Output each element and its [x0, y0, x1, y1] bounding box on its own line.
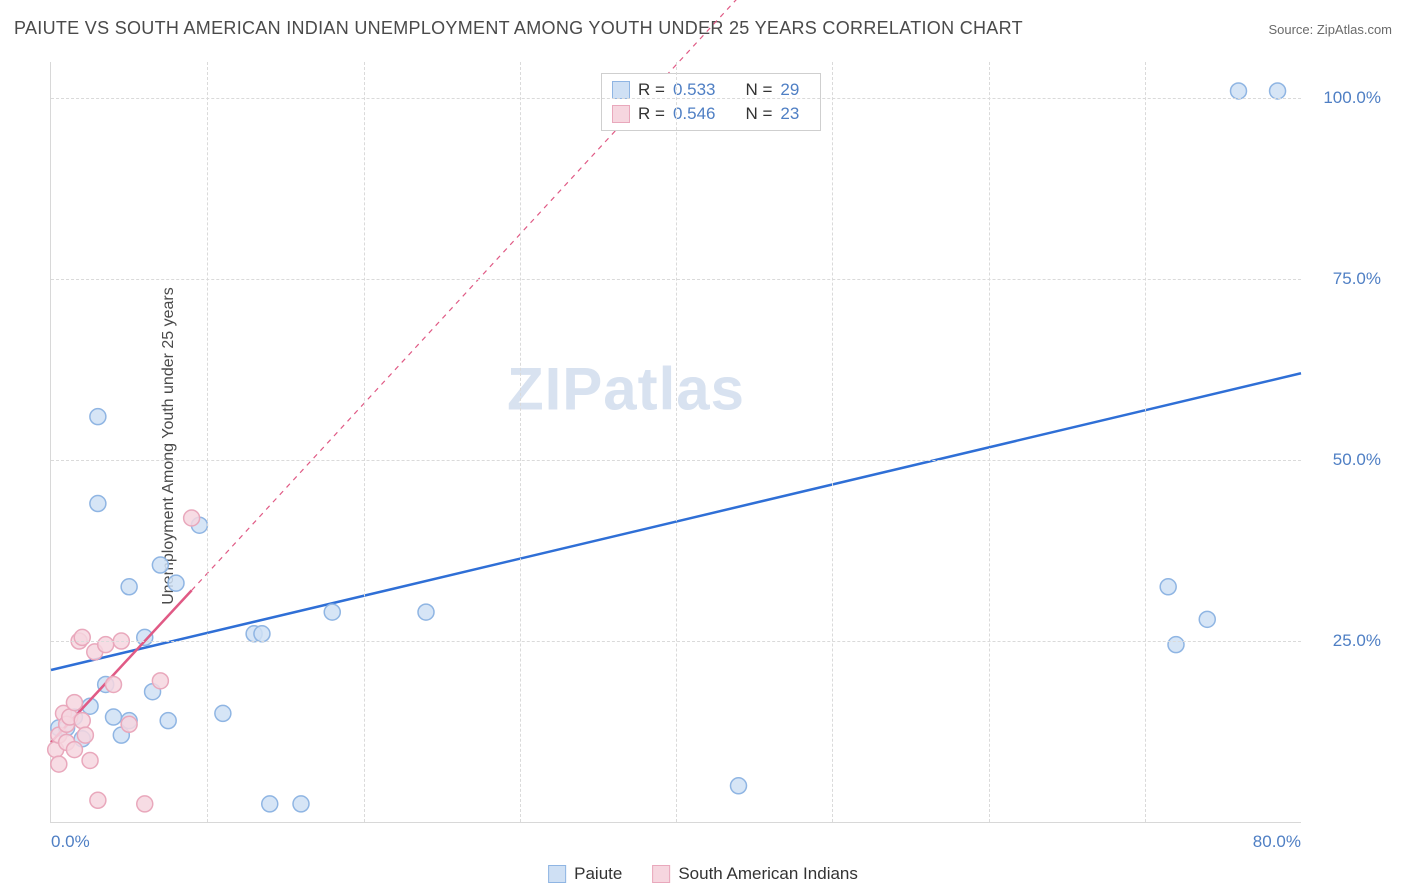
legend-stats-row: R = 0.546 N = 23 [612, 102, 810, 126]
scatter-point [160, 713, 176, 729]
chart-container: PAIUTE VS SOUTH AMERICAN INDIAN UNEMPLOY… [0, 0, 1406, 892]
scatter-point [66, 742, 82, 758]
legend-series-name: Paiute [574, 864, 622, 884]
scatter-point [51, 756, 67, 772]
legend-swatch [652, 865, 670, 883]
source-label: Source: ZipAtlas.com [1268, 22, 1392, 37]
gridline-v [207, 62, 208, 822]
gridline-v [832, 62, 833, 822]
y-tick-label: 25.0% [1309, 631, 1381, 651]
scatter-point [66, 695, 82, 711]
gridline-v [520, 62, 521, 822]
gridline-v [676, 62, 677, 822]
scatter-point [418, 604, 434, 620]
legend-series-name: South American Indians [678, 864, 858, 884]
legend-swatch [612, 81, 630, 99]
legend-stats: R = 0.533N = 29R = 0.546N = 23 [601, 73, 821, 131]
scatter-point [90, 496, 106, 512]
gridline-v [364, 62, 365, 822]
scatter-point [82, 752, 98, 768]
x-tick-label: 0.0% [51, 832, 90, 852]
legend-swatch [612, 105, 630, 123]
scatter-point [106, 676, 122, 692]
scatter-point [168, 575, 184, 591]
scatter-point [184, 510, 200, 526]
scatter-point [254, 626, 270, 642]
scatter-point [324, 604, 340, 620]
y-tick-label: 100.0% [1309, 88, 1381, 108]
scatter-point [1270, 83, 1286, 99]
scatter-point [137, 796, 153, 812]
scatter-point [74, 713, 90, 729]
scatter-point [1168, 637, 1184, 653]
scatter-point [98, 637, 114, 653]
scatter-point [215, 705, 231, 721]
scatter-point [121, 579, 137, 595]
y-tick-label: 75.0% [1309, 269, 1381, 289]
legend-bottom-item: South American Indians [652, 864, 858, 884]
scatter-point [262, 796, 278, 812]
scatter-point [77, 727, 93, 743]
chart-title: PAIUTE VS SOUTH AMERICAN INDIAN UNEMPLOY… [14, 18, 1023, 39]
plot-area: ZIPatlas R = 0.533N = 29R = 0.546N = 23 … [50, 62, 1301, 823]
y-tick-label: 50.0% [1309, 450, 1381, 470]
legend-n-label: N = [745, 102, 772, 126]
legend-n-value: 23 [780, 102, 799, 126]
scatter-point [152, 673, 168, 689]
scatter-point [74, 629, 90, 645]
legend-bottom-item: Paiute [548, 864, 622, 884]
legend-bottom: Paiute South American Indians [548, 864, 858, 884]
scatter-point [152, 557, 168, 573]
scatter-point [90, 409, 106, 425]
x-tick-label: 80.0% [1253, 832, 1301, 852]
scatter-point [121, 716, 137, 732]
scatter-point [731, 778, 747, 794]
scatter-point [106, 709, 122, 725]
legend-swatch [548, 865, 566, 883]
scatter-point [1231, 83, 1247, 99]
gridline-v [1145, 62, 1146, 822]
scatter-point [137, 629, 153, 645]
legend-r-value: 0.546 [673, 102, 716, 126]
legend-r-label: R = [638, 102, 665, 126]
scatter-point [1199, 611, 1215, 627]
gridline-v [989, 62, 990, 822]
scatter-point [1160, 579, 1176, 595]
scatter-point [90, 792, 106, 808]
scatter-point [293, 796, 309, 812]
